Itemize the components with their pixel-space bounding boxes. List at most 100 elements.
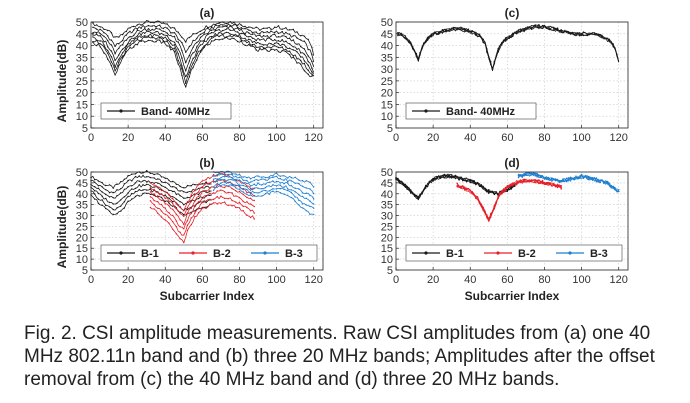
data-point: [298, 179, 300, 181]
data-point: [149, 187, 152, 189]
data-point: [601, 34, 603, 37]
data-point: [290, 180, 293, 182]
data-point: [432, 179, 434, 181]
data-point: [595, 177, 598, 179]
legend-marker: [424, 251, 428, 255]
data-point: [569, 180, 572, 182]
data-point: [175, 208, 178, 210]
data-point: [92, 36, 94, 38]
data-point: [160, 210, 163, 212]
legend-label: Band- 40MHz: [141, 106, 211, 118]
data-point: [186, 229, 189, 231]
data-point: [212, 192, 215, 194]
data-point: [538, 27, 540, 30]
data-point: [262, 35, 265, 37]
data-point: [482, 209, 484, 211]
data-point: [495, 191, 497, 193]
data-point: [560, 185, 562, 187]
data-point: [471, 33, 473, 35]
data-point: [580, 174, 583, 176]
data-point: [579, 35, 581, 37]
data-point: [294, 191, 296, 193]
data-point: [266, 50, 268, 52]
data-point: [210, 35, 213, 38]
data-point: [222, 29, 224, 32]
data-point: [123, 201, 126, 203]
data-point: [229, 35, 231, 37]
data-point: [118, 36, 120, 38]
data-point: [175, 198, 178, 200]
legend-marker: [119, 251, 123, 255]
data-point: [309, 181, 311, 183]
data-point: [172, 202, 174, 204]
data-point: [285, 31, 287, 34]
data-point: [464, 27, 466, 30]
data-point: [538, 182, 540, 184]
data-point: [164, 203, 166, 205]
data-point: [164, 207, 166, 209]
data-point: [218, 35, 220, 38]
data-point: [266, 31, 268, 33]
data-point: [149, 176, 152, 179]
data-point: [114, 45, 116, 48]
data-point: [488, 189, 490, 191]
data-point: [275, 188, 278, 190]
y-tick-label: 35: [381, 200, 393, 212]
data-point: [402, 182, 405, 185]
data-point: [294, 200, 296, 203]
data-point: [199, 33, 202, 36]
data-point: [235, 206, 237, 209]
data-point: [430, 36, 432, 38]
data-point: [197, 208, 200, 210]
data-point: [588, 175, 590, 178]
data-point: [209, 192, 211, 194]
data-point: [465, 179, 468, 182]
data-point: [253, 205, 255, 208]
data-point: [183, 204, 185, 206]
data-point: [209, 194, 211, 196]
data-point: [172, 180, 174, 183]
data-point: [285, 35, 287, 38]
data-point: [168, 200, 170, 202]
data-point: [209, 187, 211, 189]
data-point: [108, 191, 111, 194]
data-point: [423, 42, 425, 44]
data-point: [300, 35, 302, 37]
data-point: [441, 29, 444, 31]
data-point: [227, 173, 229, 176]
data-point: [94, 179, 96, 181]
data-point: [181, 36, 183, 39]
data-point: [231, 179, 233, 181]
data-point: [287, 181, 289, 183]
data-point: [292, 49, 294, 51]
data-point: [207, 42, 209, 44]
data-point: [618, 189, 620, 191]
data-point: [307, 55, 309, 57]
data-point: [216, 186, 218, 188]
y-tick-label: 45: [381, 29, 393, 41]
data-point: [222, 26, 224, 28]
data-point: [153, 188, 155, 191]
y-tick-label: 45: [76, 29, 88, 41]
data-point: [249, 187, 252, 190]
data-point: [307, 60, 309, 63]
data-point: [259, 43, 261, 45]
data-point: [473, 180, 475, 182]
data-point: [133, 42, 135, 44]
data-point: [274, 42, 276, 45]
data-point: [147, 28, 150, 30]
y-tick-label: 15: [76, 243, 88, 255]
data-point: [478, 35, 481, 37]
data-point: [199, 51, 202, 53]
data-point: [138, 180, 140, 182]
data-point: [196, 46, 198, 48]
data-point: [112, 191, 115, 194]
y-tick-label: 25: [381, 221, 393, 233]
data-point: [580, 177, 583, 179]
data-point: [525, 174, 527, 176]
x-tick-label: 60: [501, 132, 513, 144]
data-point: [547, 176, 549, 179]
x-tick-label: 20: [427, 132, 439, 144]
data-point: [162, 22, 165, 24]
